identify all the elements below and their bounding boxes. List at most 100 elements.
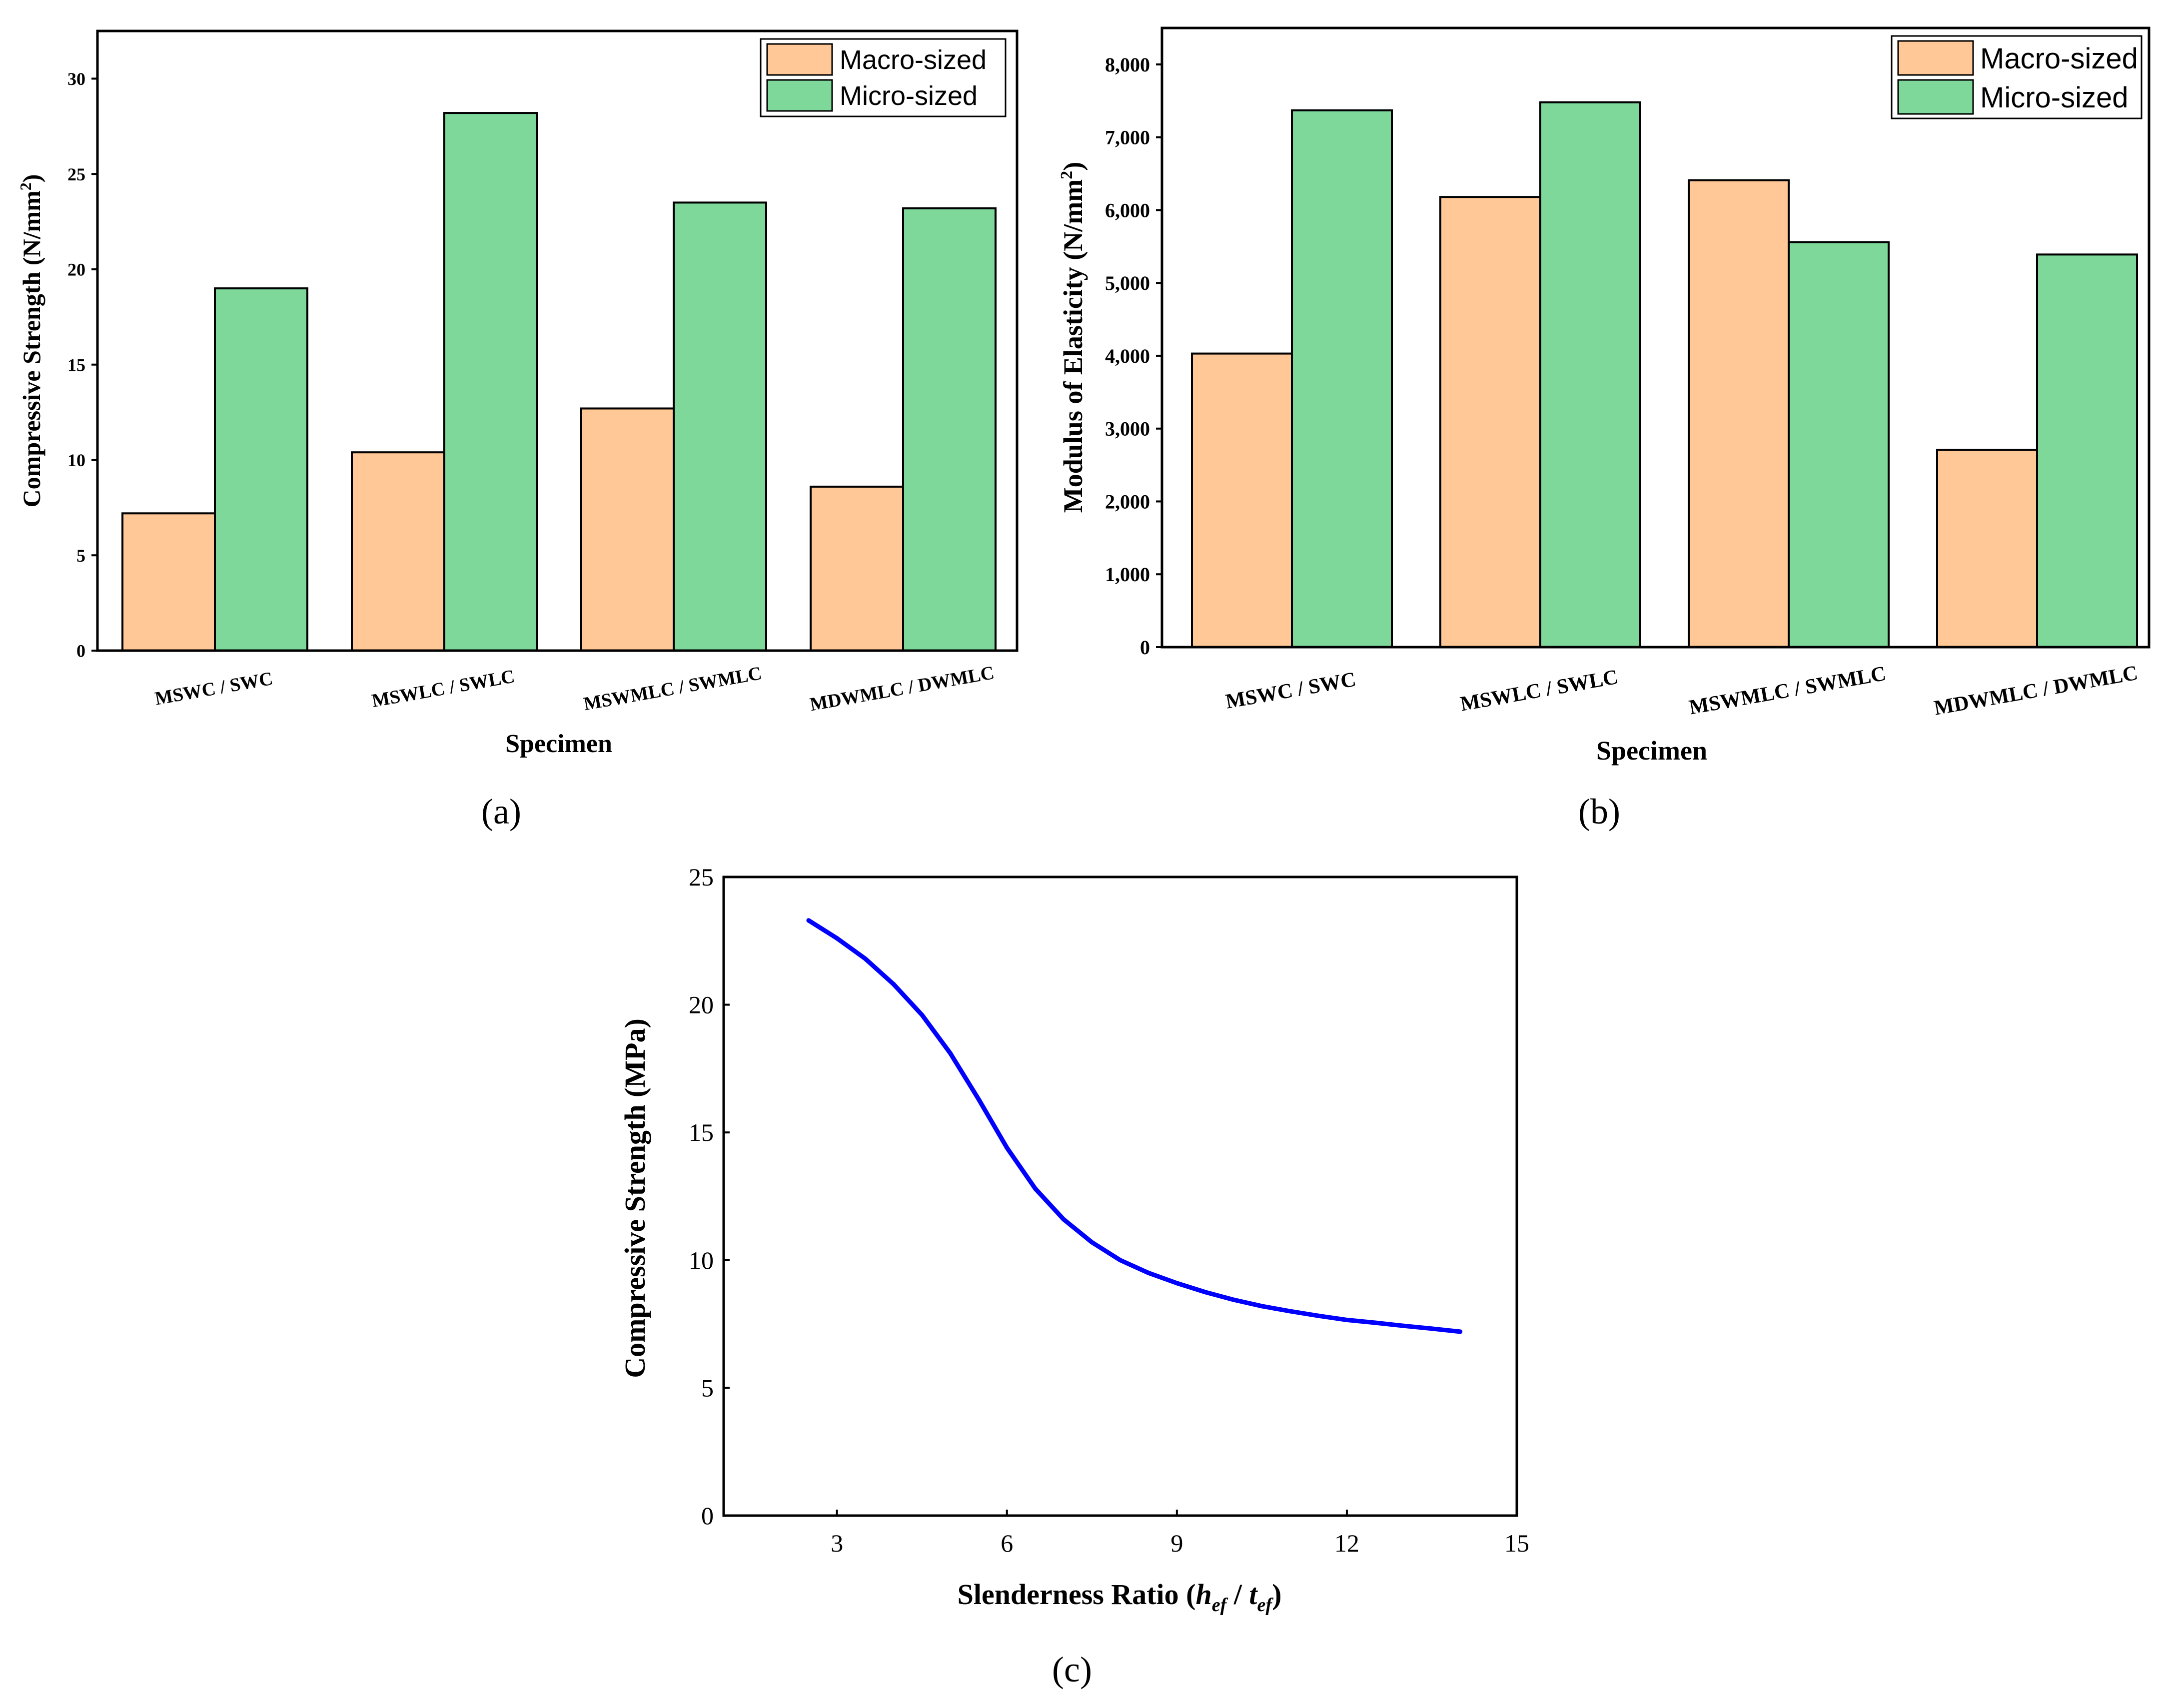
chart-c-point-19: [1316, 1313, 1321, 1318]
chart-b-legend-swatch-macro: [1897, 40, 1974, 76]
chart-b-legend-label-micro: Micro-sized: [1980, 81, 2129, 114]
chart-c-point-5: [920, 1012, 925, 1017]
chart-c-point-2: [835, 936, 840, 941]
chart-c-y-tick-label-6: 25: [689, 863, 714, 891]
chart-a-bar-macro-1: [121, 512, 216, 652]
chart-a-bar-macro-4: [810, 485, 904, 652]
chart-c-x-tick-label-3: 9: [1170, 1529, 1183, 1557]
chart-c-point-4: [891, 982, 896, 987]
chart-c-x-tick-label-1: 3: [831, 1529, 843, 1557]
chart-c-point-15: [1203, 1290, 1208, 1295]
chart-a-y-tick-label-2: 5: [76, 546, 85, 566]
chart-a-legend-label-micro: Micro-sized: [840, 81, 978, 111]
chart-b-x-axis-label: Specimen: [1596, 736, 1707, 766]
chart-a-bar-macro-3: [580, 407, 675, 652]
chart-c-x-axis-label: Slenderness Ratio (hef / tef): [958, 1578, 1282, 1616]
panel-label-c: (c): [1052, 1650, 1092, 1690]
chart-b-bar-macro-1: [1191, 352, 1293, 648]
chart-a-y-axis-label-sup: 2: [16, 182, 34, 190]
chart-b-bar-micro-4: [2036, 253, 2138, 648]
chart-c-point-14: [1174, 1281, 1179, 1286]
chart-a-legend-swatch-macro: [766, 43, 833, 76]
chart-b-bar-micro-2: [1539, 101, 1641, 648]
chart-c-y-tick-label-5: 20: [689, 991, 714, 1019]
chart-b-y-tick-label-3: 2,000: [1105, 490, 1150, 513]
chart-a-x-axis-label: Specimen: [505, 730, 612, 758]
chart-c-point-18: [1288, 1309, 1293, 1314]
chart-b-bar-macro-3: [1688, 179, 1790, 648]
chart-c-point-6: [948, 1051, 953, 1056]
chart-a-y-tick-label-1: 0: [76, 641, 85, 661]
chart-c-point-7: [976, 1097, 981, 1102]
chart-a-x-tick-label-1: MSWC / SWC: [153, 668, 274, 710]
chart-a-bar-micro-2: [443, 112, 538, 652]
chart-c-y-axis-label: Compressive Strength (MPa): [619, 1018, 651, 1378]
chart-c: 0 5 10 15 20 25 3 6 9 12 15 Compressive Strength …: [619, 863, 1529, 1690]
chart-a-legend: Macro-sized Micro-sized: [760, 38, 1007, 117]
chart-c-point-20: [1344, 1317, 1349, 1322]
chart-b-bar-macro-4: [1936, 448, 2038, 648]
chart-b-y-tick-label-2: 1,000: [1105, 563, 1150, 586]
chart-a-bar-micro-3: [673, 201, 767, 652]
chart-b-legend: Macro-sized Micro-sized: [1891, 35, 2143, 119]
chart-b-y-tick-label-9: 8,000: [1105, 53, 1150, 76]
chart-b-legend-swatch-micro: [1897, 79, 1974, 115]
chart-c-point-3: [863, 956, 868, 961]
chart-c-point-8: [1005, 1145, 1010, 1150]
chart-c-point-12: [1118, 1258, 1122, 1263]
chart-c-point-11: [1090, 1240, 1094, 1245]
chart-b-y-tick-label-6: 5,000: [1105, 272, 1150, 294]
chart-b-bar-micro-1: [1291, 109, 1393, 648]
chart-a-bar-micro-4: [902, 207, 997, 652]
chart-b-x-tick-label-3: MSWMLC / SWMLC: [1687, 662, 1888, 720]
chart-c-point-22: [1401, 1323, 1406, 1328]
chart-b-bar-micro-3: [1788, 241, 1890, 649]
chart-c-point-10: [1061, 1217, 1066, 1222]
chart-b-x-tick-label-2: MSWLC / SWLC: [1458, 666, 1620, 716]
chart-c-y-tick-label-1: 0: [701, 1502, 714, 1530]
chart-c-x-tick-label-2: 6: [1001, 1529, 1013, 1557]
chart-c-point-9: [1033, 1186, 1038, 1191]
chart-b-y-axis-label: Modulus of Elasticity (N/mm2): [1058, 162, 1088, 513]
chart-b: 0 1,000 2,000 3,000 4,000 5,000 6,000 7,000 8,00…: [1058, 26, 2151, 832]
chart-a-y-axis-label: Compressive Strength (N/mm2): [16, 174, 45, 508]
chart-a: 0 5 10 15 20 25 30 MSWC / SWC MSWLC / SWLC MSWML…: [16, 29, 1019, 832]
chart-a-bar-macro-2: [351, 451, 445, 652]
chart-c-point-13: [1146, 1270, 1151, 1275]
chart-b-plot-frame: [1160, 26, 2151, 649]
chart-b-y-tick-label-7: 6,000: [1105, 199, 1150, 221]
chart-a-y-tick-label-3: 10: [67, 450, 85, 470]
chart-a-x-tick-label-2: MSWLC / SWLC: [370, 666, 516, 712]
chart-c-y-tick-label-3: 10: [689, 1246, 714, 1274]
chart-b-x-tick-label-4: MDWMLC / DWMLC: [1932, 662, 2140, 720]
chart-c-point-17: [1259, 1304, 1264, 1309]
chart-c-point-24: [1458, 1329, 1463, 1334]
chart-a-legend-swatch-micro: [766, 79, 833, 112]
chart-a-x-tick-label-4: MDWMLC / DWMLC: [808, 662, 996, 715]
chart-a-y-tick-label-6: 25: [67, 164, 85, 184]
chart-b-y-tick-label-1: 0: [1140, 636, 1150, 659]
chart-c-point-1: [806, 918, 811, 923]
chart-c-point-16: [1231, 1297, 1236, 1302]
chart-b-y-tick-label-8: 7,000: [1105, 126, 1150, 149]
panel-label-b: (b): [1578, 792, 1620, 832]
chart-c-point-23: [1429, 1326, 1434, 1331]
chart-c-x-tick-label-4: 12: [1334, 1529, 1359, 1557]
chart-a-x-tick-label-3: MSWMLC / SWMLC: [582, 663, 764, 715]
chart-c-point-21: [1373, 1320, 1378, 1325]
chart-c-plot-frame: [722, 875, 1518, 1517]
chart-b-x-tick-label-1: MSWC / SWC: [1224, 668, 1358, 714]
panel-label-a: (a): [481, 792, 521, 832]
chart-a-y-tick-label-4: 15: [67, 355, 85, 375]
chart-b-y-tick-label-5: 4,000: [1105, 345, 1150, 367]
chart-b-legend-label-macro: Macro-sized: [1980, 42, 2138, 75]
chart-a-y-tick-label-7: 30: [67, 69, 85, 89]
chart-a-legend-label-macro: Macro-sized: [840, 45, 987, 75]
chart-b-y-axis-label-sup: 2: [1058, 171, 1076, 179]
chart-c-y-tick-label-2: 5: [701, 1374, 714, 1402]
chart-c-y-tick-label-4: 15: [689, 1118, 714, 1146]
chart-a-y-tick-label-5: 20: [67, 260, 85, 280]
chart-b-y-tick-label-4: 3,000: [1105, 418, 1150, 440]
chart-a-bar-micro-1: [214, 287, 308, 652]
